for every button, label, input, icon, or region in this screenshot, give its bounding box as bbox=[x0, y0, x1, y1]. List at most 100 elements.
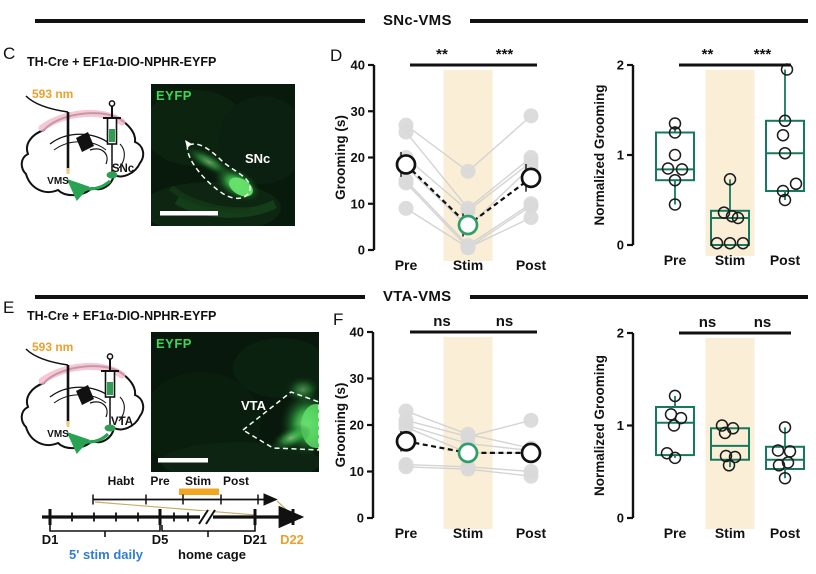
eyfp-signal-core bbox=[229, 177, 253, 197]
boxes bbox=[655, 63, 805, 250]
projection-arrow bbox=[66, 431, 110, 455]
zoom-guide-line bbox=[276, 500, 293, 516]
vms-label: VMS bbox=[47, 176, 69, 187]
data-point bbox=[778, 421, 792, 434]
data-point bbox=[736, 236, 750, 250]
day-label-d22: D22 bbox=[280, 532, 304, 547]
y-tick-label: 20 bbox=[351, 150, 365, 165]
syringe-plunger-ring bbox=[106, 353, 114, 360]
x-category-label: Post bbox=[770, 525, 801, 541]
syringe-plunger-ring bbox=[108, 100, 116, 107]
region-label: VTA bbox=[241, 398, 267, 413]
mean-point bbox=[520, 442, 542, 464]
cerebellum-line bbox=[118, 396, 125, 422]
phase-label-stim: Stim bbox=[185, 474, 211, 488]
scale-bar bbox=[160, 211, 218, 216]
y-tick-label: 0 bbox=[617, 511, 624, 526]
fluorescence-image-vta: EYFP VTA bbox=[151, 332, 319, 472]
header-rule-right bbox=[469, 19, 808, 23]
fiber-streaks bbox=[169, 185, 252, 214]
significance: ns ns bbox=[679, 314, 791, 335]
data-point bbox=[668, 173, 682, 187]
y-tick-label: 0 bbox=[357, 511, 364, 526]
chart-vta-grooming: 0 10 20 30 40 Grooming (s) Pre Stim Post ns ns bbox=[333, 313, 547, 542]
x-category-label: Stim bbox=[715, 252, 745, 268]
chart-vta-normalized-grooming: 0 1 2 Normalized Grooming Pre Stim Post ns ns bbox=[592, 314, 805, 542]
stim-period-bar bbox=[179, 488, 219, 495]
syringe-fluid bbox=[109, 129, 115, 142]
y-axis-label: Normalized Grooming bbox=[592, 355, 607, 496]
data-point bbox=[723, 173, 737, 186]
y-tick-label: 40 bbox=[350, 325, 364, 340]
experiment-timeline: Habt Pre Stim Post D1 D5 D21 D22 bbox=[42, 474, 305, 562]
y-axis: 0 10 20 30 40 Grooming (s) Pre Stim Post bbox=[333, 58, 547, 274]
y-axis-label: Grooming (s) bbox=[333, 115, 348, 200]
y-tick-label: 0 bbox=[617, 238, 624, 253]
mean-series bbox=[395, 430, 542, 464]
injection-target-label: VTA bbox=[111, 416, 133, 428]
x-category-label: Stim bbox=[453, 257, 483, 273]
bracket-home-cage bbox=[161, 525, 256, 532]
axis-break-slash bbox=[205, 509, 216, 525]
x-category-label: Pre bbox=[664, 525, 687, 541]
mean-point bbox=[395, 154, 417, 175]
axis-break-slash bbox=[198, 509, 209, 525]
data-point bbox=[668, 126, 682, 139]
data-point bbox=[776, 128, 790, 142]
data-point bbox=[668, 198, 682, 211]
vms-label: VMS bbox=[47, 429, 69, 440]
data-point bbox=[723, 236, 737, 250]
stim-daily-label: 5' stim daily bbox=[69, 547, 144, 562]
panel-c-title: TH-Cre + EF1α-DIO-NPHR-EYFP bbox=[27, 55, 217, 69]
sig-label: ns bbox=[754, 314, 772, 331]
panel-letter-c: C bbox=[3, 44, 16, 63]
scale-bar bbox=[158, 458, 208, 463]
day-label-d5: D5 bbox=[152, 532, 169, 547]
injection-target-label: SNc bbox=[112, 163, 135, 175]
header-rule-right bbox=[469, 295, 808, 299]
x-category-label: Post bbox=[770, 252, 801, 268]
data-point bbox=[661, 162, 675, 175]
thalamus-blob bbox=[76, 385, 94, 405]
x-category-label: Pre bbox=[395, 257, 418, 273]
bracket-stim-daily bbox=[49, 525, 161, 532]
data-point bbox=[781, 456, 795, 469]
fiber-cable bbox=[25, 95, 69, 113]
panel-e-title: TH-Cre + EF1α-DIO-NPHR-EYFP bbox=[27, 309, 217, 323]
corpus-callosum-line bbox=[49, 133, 111, 145]
x-category-label: Stim bbox=[453, 525, 483, 541]
fluorescence-image-snc: EYFP SNc bbox=[151, 84, 295, 226]
hippocampus-line bbox=[89, 148, 108, 165]
significance: ns ns bbox=[410, 313, 537, 334]
data-point bbox=[675, 163, 689, 176]
y-tick-label: 40 bbox=[351, 58, 365, 73]
y-tick-label: 1 bbox=[617, 418, 624, 433]
y-axis: 0 10 20 30 40 Grooming (s) Pre Stim Post bbox=[333, 325, 547, 542]
box bbox=[765, 119, 805, 192]
data-point bbox=[674, 411, 688, 425]
mean-point bbox=[457, 442, 479, 464]
data-point bbox=[778, 471, 792, 485]
panel-letter-e: E bbox=[3, 298, 15, 317]
data-point bbox=[668, 148, 682, 162]
thalamus-blob bbox=[76, 132, 94, 152]
fiber-cable bbox=[25, 348, 69, 366]
sig-label: ns bbox=[433, 313, 451, 330]
x-category-label: Pre bbox=[664, 252, 687, 268]
section-title-vta: VTA-VMS bbox=[383, 287, 452, 305]
y-tick-label: 2 bbox=[617, 58, 624, 73]
phase-label-pre: Pre bbox=[150, 474, 170, 488]
data-point bbox=[717, 206, 731, 219]
data-point bbox=[667, 419, 681, 432]
x-category-label: Stim bbox=[715, 525, 745, 541]
section-header-snc: SNc-VMS bbox=[35, 12, 808, 30]
home-cage-label: home cage bbox=[178, 547, 246, 562]
y-axis: 0 1 2 Normalized Grooming Pre Stim Post bbox=[592, 326, 801, 542]
mean-series bbox=[395, 151, 542, 237]
data-point bbox=[710, 236, 724, 250]
data-point bbox=[789, 177, 803, 191]
brain-schematic-snc: 593 nm VMS SNc bbox=[20, 87, 145, 202]
